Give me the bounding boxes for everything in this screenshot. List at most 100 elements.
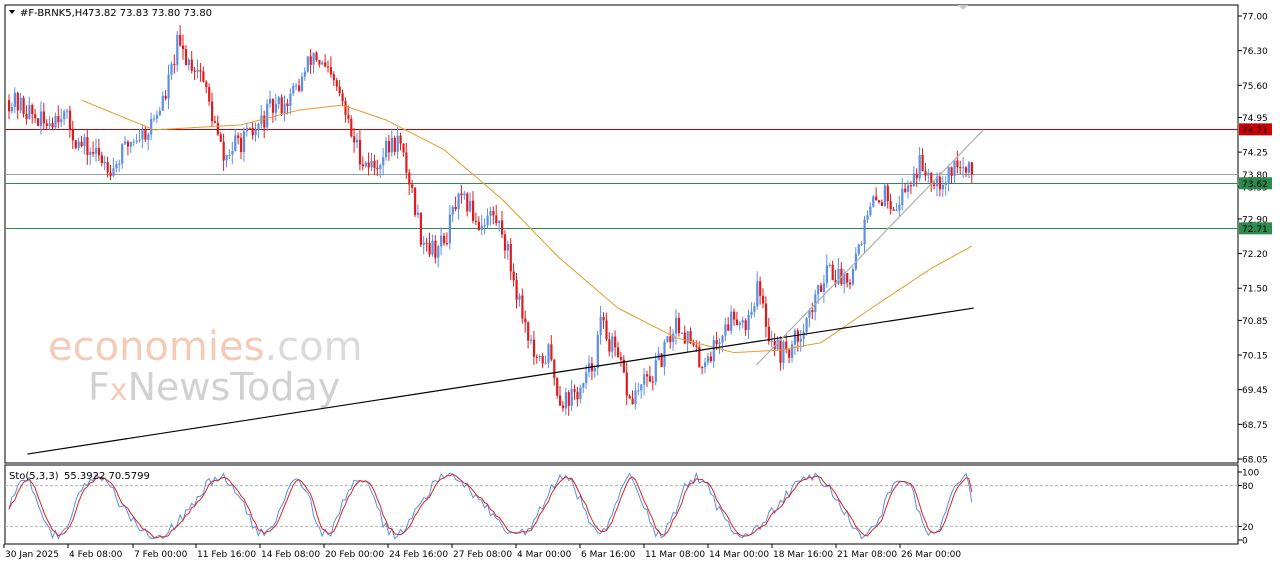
candle-body xyxy=(872,196,875,207)
candle xyxy=(924,163,927,181)
level-label-current: 73.80 xyxy=(1242,171,1268,181)
candle-body xyxy=(448,214,451,244)
candle xyxy=(791,340,794,363)
candle-body xyxy=(257,123,260,130)
candle xyxy=(474,212,478,226)
candle-body xyxy=(825,265,828,284)
candle-body xyxy=(144,129,147,140)
candle xyxy=(321,60,324,66)
candle xyxy=(390,128,393,157)
candle xyxy=(501,211,504,239)
candle-body xyxy=(486,215,489,226)
candle-body xyxy=(109,172,112,176)
candle-body xyxy=(503,234,507,251)
candle-body xyxy=(750,311,753,315)
candle-body xyxy=(509,244,512,272)
candle xyxy=(738,320,741,331)
candle-body xyxy=(936,176,939,187)
candle xyxy=(608,332,611,357)
time-axis: 30 Jan 2025 4 Feb 08:00 7 Feb 00:00 11 Feb … xyxy=(3,544,961,560)
candle-body xyxy=(77,141,80,148)
candle xyxy=(71,120,74,150)
candle xyxy=(112,157,115,178)
candle-body xyxy=(298,85,301,92)
candle xyxy=(724,317,727,342)
candle xyxy=(31,103,34,124)
price-tick-label: 68.05 xyxy=(1242,456,1268,466)
price-tick-label: 70.85 xyxy=(1242,317,1268,327)
candle-body xyxy=(129,142,132,147)
candle xyxy=(16,91,19,120)
candle-body xyxy=(315,52,318,61)
candle xyxy=(625,362,628,406)
candle-body xyxy=(437,246,440,258)
trendline-2[interactable] xyxy=(755,129,984,366)
candle-body xyxy=(469,200,472,212)
trendlines[interactable] xyxy=(27,129,984,455)
candle-body xyxy=(738,322,741,326)
candle xyxy=(22,95,25,118)
candle xyxy=(509,238,512,281)
candle xyxy=(445,232,449,246)
candle-body xyxy=(387,141,391,153)
candle-body xyxy=(289,93,292,106)
candle xyxy=(10,102,14,114)
candle xyxy=(428,232,431,258)
candle-body xyxy=(680,332,683,334)
stochastic-signal-line xyxy=(8,473,973,539)
candle-body xyxy=(472,200,475,221)
candle xyxy=(225,154,228,168)
trendline-1[interactable] xyxy=(27,307,974,455)
candle xyxy=(303,67,306,81)
candle xyxy=(144,125,147,143)
candle xyxy=(153,114,156,123)
candle xyxy=(880,199,884,206)
candle xyxy=(785,334,788,354)
candle xyxy=(715,331,718,351)
candle-body xyxy=(933,184,936,187)
candle-body xyxy=(530,339,533,341)
candle-body xyxy=(173,63,176,65)
stochastic-pane[interactable] xyxy=(4,464,1239,545)
candle-body xyxy=(25,114,28,119)
candle xyxy=(437,244,440,268)
candle xyxy=(701,366,704,375)
candle xyxy=(132,138,135,147)
candle-body xyxy=(515,280,518,300)
candle-body xyxy=(915,173,918,179)
candle xyxy=(408,169,411,196)
candle xyxy=(643,367,646,396)
candle xyxy=(567,390,570,416)
candle-body xyxy=(564,392,567,409)
candle-body xyxy=(184,49,188,66)
candle xyxy=(834,269,837,288)
candle xyxy=(324,54,327,68)
candle-body xyxy=(300,76,304,92)
chart-header: #F-BRNK5,H4 73.82 73.83 73.80 73.80 xyxy=(9,8,212,19)
candle xyxy=(489,206,492,226)
candle-body xyxy=(959,167,962,169)
time-tick-label: 11 Feb 16:00 xyxy=(197,550,256,560)
collapse-triangle-icon[interactable] xyxy=(9,10,15,14)
candle-body xyxy=(805,317,808,332)
candle-body xyxy=(770,340,773,342)
candle xyxy=(944,175,947,196)
candle-body xyxy=(100,155,103,164)
price-pane[interactable] xyxy=(4,4,1239,464)
candle-body xyxy=(811,310,814,313)
candle xyxy=(596,330,599,376)
stochastic-tick-label: 100 xyxy=(1242,469,1259,479)
candle-body xyxy=(106,161,109,173)
candle xyxy=(550,335,553,362)
candle xyxy=(28,96,31,120)
candle xyxy=(8,94,11,120)
candle xyxy=(48,116,51,130)
candle xyxy=(822,274,826,303)
candle-body xyxy=(593,368,596,372)
candle xyxy=(802,323,805,348)
candle-body xyxy=(115,164,118,169)
chart-shift-icon[interactable] xyxy=(958,5,968,10)
candle xyxy=(422,236,425,255)
